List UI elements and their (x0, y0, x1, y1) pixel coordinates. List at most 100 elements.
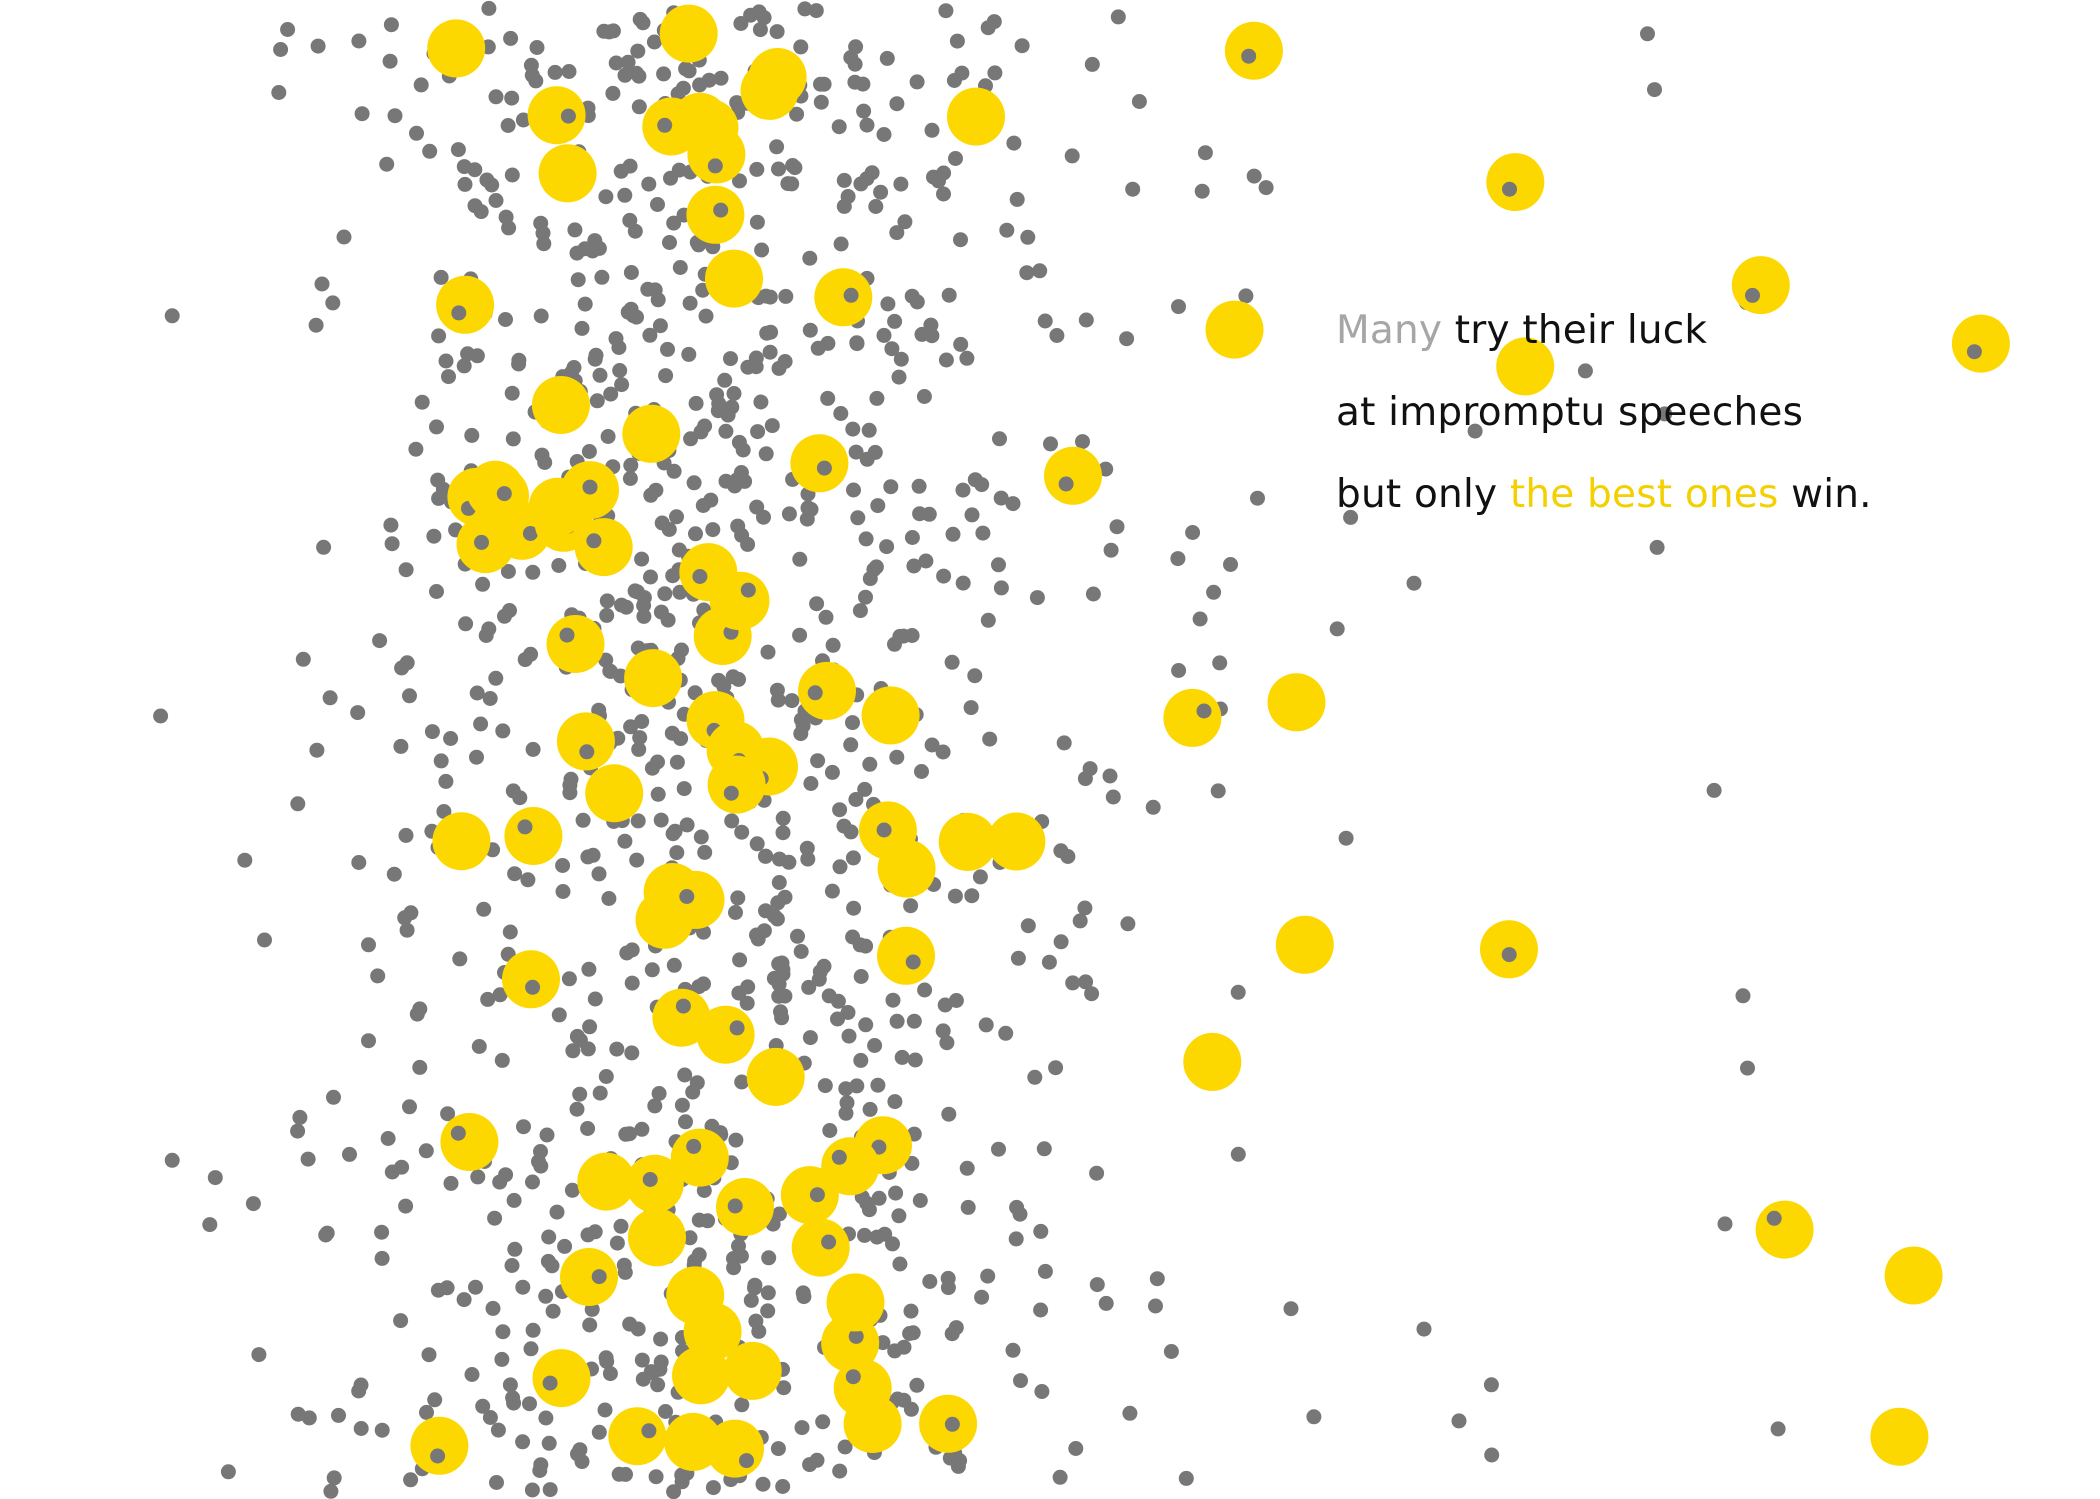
speech-dot (803, 776, 819, 791)
speech-dot (679, 817, 695, 833)
speech-dot (577, 296, 593, 312)
winner-dot (556, 712, 615, 771)
speech-dot (667, 823, 683, 839)
speech-dot (515, 1279, 531, 1295)
speech-dot (562, 785, 578, 801)
speech-dot (707, 158, 723, 174)
speech-dot (591, 866, 607, 882)
speech-dot (575, 812, 591, 828)
speech-dot (792, 551, 808, 567)
speech-dot (1043, 436, 1058, 452)
speech-dot (884, 341, 900, 357)
speech-dot (906, 558, 922, 574)
winner-dot (624, 649, 683, 708)
speech-dot (427, 1392, 443, 1408)
speech-dot (696, 1183, 712, 1198)
speech-dot (883, 479, 899, 495)
speech-dot (793, 726, 809, 742)
winner-dot (947, 87, 1005, 146)
speech-dot (419, 1404, 434, 1420)
speech-dot (435, 481, 451, 497)
speech-dot (843, 287, 859, 303)
speech-dot (560, 108, 576, 124)
speech-dot (887, 1343, 903, 1359)
speech-dot (325, 295, 341, 311)
caption-line-3-before: but only (1336, 472, 1510, 517)
speech-dot (495, 723, 511, 739)
speech-dot (880, 296, 896, 312)
speech-dot (498, 312, 513, 327)
speech-dot (647, 282, 663, 298)
speech-dot (456, 1292, 472, 1308)
speech-dot (831, 119, 847, 135)
speech-dot (426, 528, 442, 544)
winner-dot (1496, 337, 1555, 396)
speech-dot (1120, 916, 1136, 932)
speech-dot (810, 340, 826, 356)
winner-dot (532, 1349, 591, 1408)
speech-dot (822, 1123, 838, 1138)
speech-dot (723, 785, 739, 801)
speech-dot (760, 1285, 776, 1301)
speech-dot (399, 922, 415, 938)
speech-dot (800, 851, 816, 867)
speech-dot (566, 360, 582, 375)
winner-dot (791, 1218, 850, 1277)
speech-dot (859, 117, 875, 133)
speech-dot (739, 1453, 754, 1469)
speech-dot (885, 1236, 900, 1252)
speech-dot (1250, 490, 1265, 506)
speech-dot (316, 539, 332, 555)
speech-dot (862, 756, 878, 772)
speech-dot (350, 705, 366, 721)
speech-dot (674, 1467, 690, 1483)
speech-dot (802, 250, 818, 266)
speech-dot (803, 501, 819, 517)
speech-dot (771, 976, 787, 992)
speech-dot (525, 1174, 540, 1190)
speech-dot (379, 156, 395, 172)
speech-dot (858, 1017, 874, 1033)
speech-dot (458, 616, 474, 632)
speech-dot (761, 1250, 777, 1266)
speech-dot (937, 997, 953, 1013)
speech-dot (418, 1143, 434, 1159)
speech-dot (516, 1119, 531, 1135)
speech-dot (1196, 703, 1212, 719)
speech-dot (948, 151, 963, 166)
speech-dot (561, 64, 577, 79)
speech-dot (1149, 1271, 1165, 1287)
speech-dot (824, 883, 840, 899)
speech-dot (451, 305, 467, 321)
speech-dot (751, 4, 767, 20)
speech-dot (891, 1208, 907, 1224)
speech-dot (848, 444, 864, 460)
speech-dot (522, 526, 538, 541)
speech-dot (496, 486, 512, 502)
caption-many-highlight: Many (1336, 308, 1443, 353)
speech-dot (924, 737, 940, 753)
speech-dot (587, 991, 603, 1007)
speech-dot (974, 1289, 990, 1305)
speech-dot (1077, 900, 1093, 916)
speech-dot (443, 1175, 459, 1191)
speech-dot (904, 1155, 920, 1171)
speech-dot (393, 1313, 409, 1329)
speech-dot (617, 67, 633, 83)
speech-dot (654, 515, 670, 531)
winner-dot (410, 1416, 469, 1475)
speech-dot (847, 74, 863, 90)
speech-dot (769, 139, 785, 155)
speech-dot (944, 654, 960, 670)
speech-dot (1034, 1384, 1050, 1399)
speech-dot (1163, 1344, 1179, 1359)
speech-dot (776, 1380, 792, 1396)
speech-dot (592, 1085, 608, 1101)
speech-dot (678, 1114, 693, 1130)
speech-dot (1053, 934, 1069, 950)
speech-dot (494, 1351, 510, 1367)
winner-dot (1870, 1407, 1929, 1466)
speech-dot (728, 1132, 744, 1148)
speech-dot (207, 1170, 223, 1186)
caption-line-1-text: try their luck (1442, 308, 1708, 353)
